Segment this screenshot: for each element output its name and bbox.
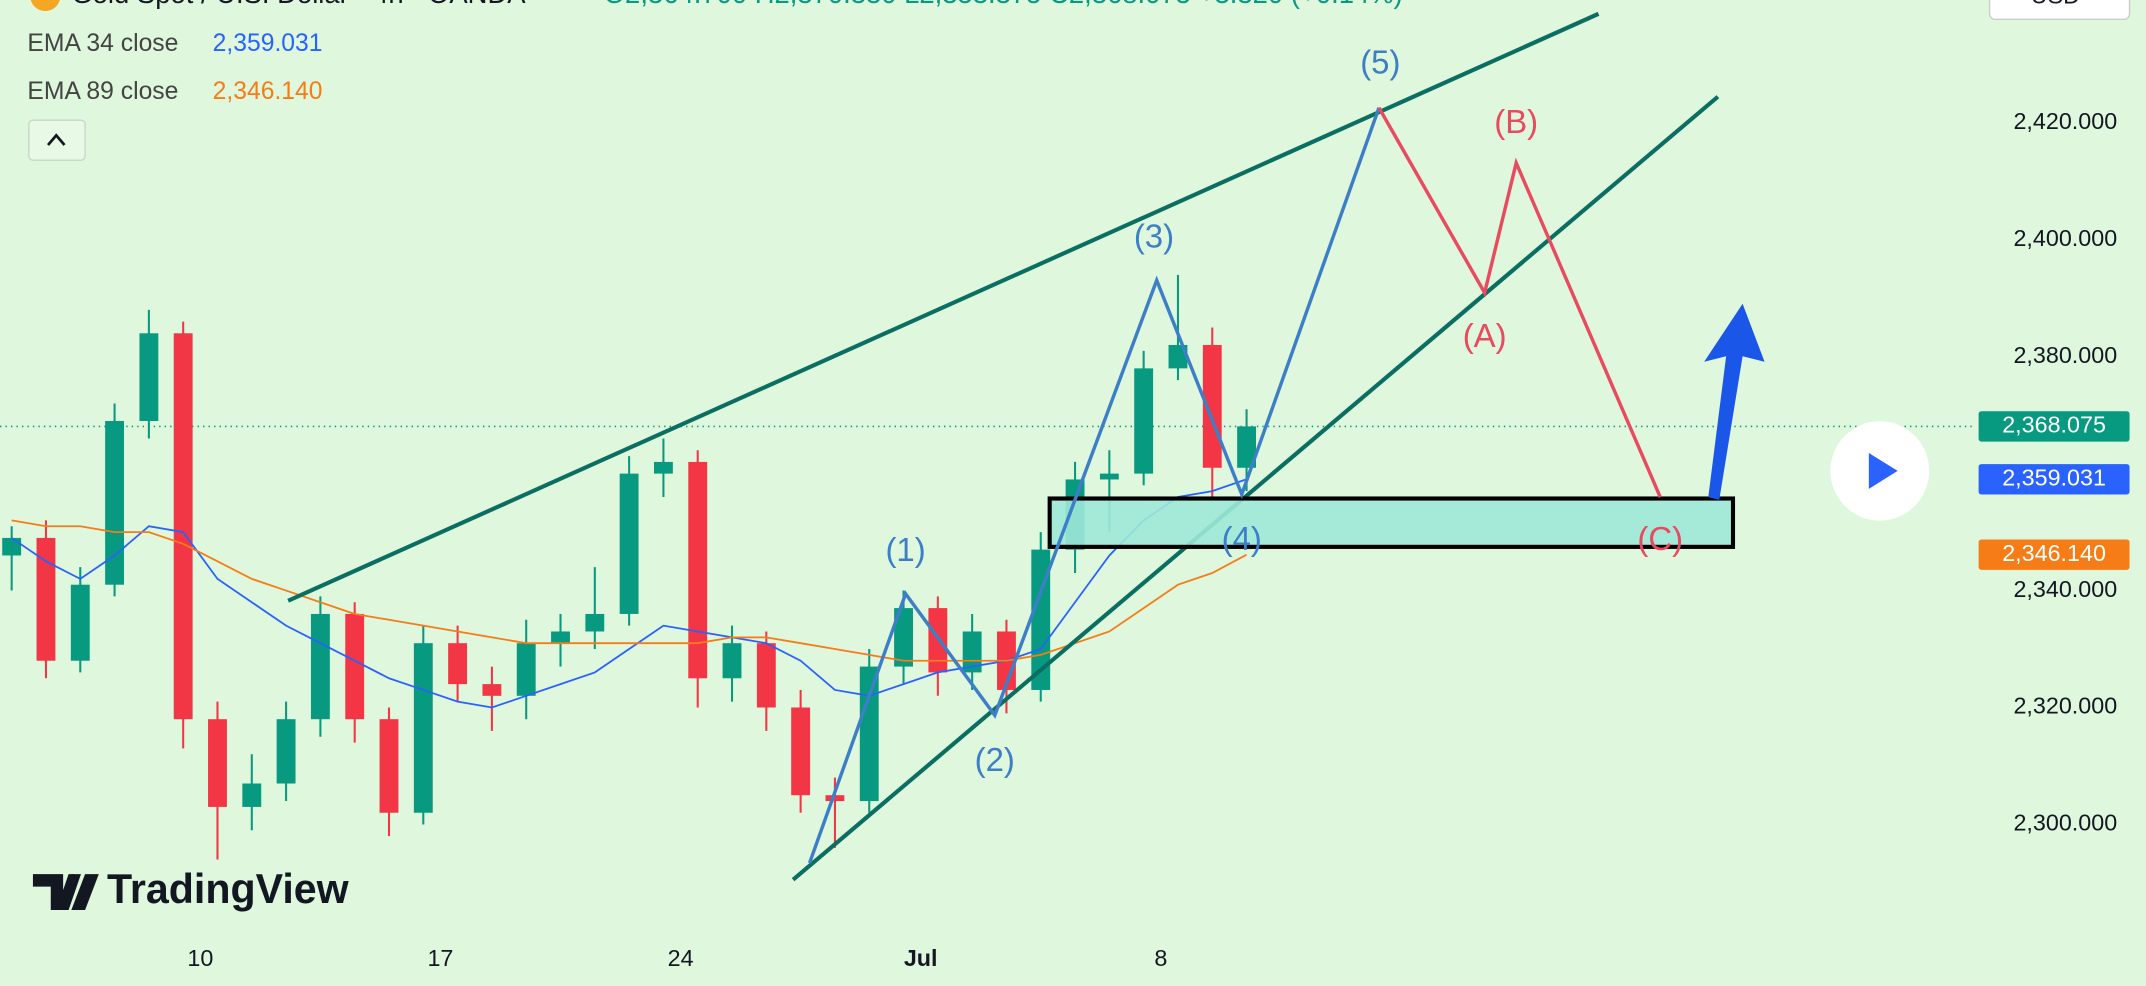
x-tick-label: 24 — [668, 945, 694, 971]
price-tag-label: 2,359.031 — [2002, 464, 2106, 490]
y-tick-label: 2,380.000 — [2013, 342, 2117, 368]
y-tick-label: 2,320.000 — [2013, 693, 2117, 719]
legend-entry: EMA 89 close — [27, 78, 178, 105]
candle-body — [653, 461, 673, 474]
support-zone — [1047, 496, 1736, 549]
legend-value: 2,346.140 — [213, 78, 323, 105]
corrective-wave — [1377, 106, 1662, 498]
price-tag — [1978, 464, 2130, 495]
trendline-lower — [791, 95, 1720, 882]
candle-body — [36, 537, 56, 661]
candle-body — [825, 795, 845, 802]
candle-body — [894, 608, 913, 667]
candle-body — [516, 643, 536, 696]
candle-body — [379, 719, 399, 813]
price-tag-label: 2,368.075 — [2002, 412, 2106, 438]
ema-line — [11, 478, 1247, 709]
candle-body — [1202, 344, 1222, 468]
candle-body — [105, 420, 125, 585]
candle-body — [551, 631, 570, 644]
play-button[interactable] — [1830, 421, 1930, 521]
wave-label: (2) — [975, 741, 1015, 778]
candle-body — [139, 333, 159, 421]
candle-body — [859, 666, 879, 802]
candle-body — [276, 719, 296, 784]
wave-label: (3) — [1134, 218, 1174, 255]
price-tag — [1978, 539, 2130, 570]
candle-body — [208, 719, 227, 807]
currency-button[interactable] — [1988, 0, 2131, 21]
wave-label: (1) — [885, 531, 925, 568]
y-tick-label: 2,340.000 — [2013, 576, 2117, 602]
candle-body — [585, 613, 605, 632]
candle-body — [1099, 473, 1119, 480]
candle-body — [791, 707, 811, 796]
wave-label: (5) — [1360, 44, 1400, 81]
ohlc-readout: O2,364.700 H2,370.330 L2,353.375 C2,368.… — [604, 0, 1403, 9]
currency-label: USD — [2031, 0, 2080, 8]
candle-body — [310, 613, 330, 720]
price-tag-label: 2,346.140 — [2002, 540, 2106, 566]
y-tick-label: 2,400.000 — [2013, 225, 2117, 251]
y-tick-label: 2,300.000 — [2013, 810, 2117, 836]
wave-label: (B) — [1494, 103, 1538, 140]
candle-body — [345, 613, 365, 720]
candle-body — [242, 783, 262, 807]
x-tick-label: 8 — [1154, 945, 1167, 971]
brand-name: TradingView — [107, 866, 350, 912]
candle-body — [722, 643, 742, 679]
price-tag — [1978, 411, 2130, 442]
impulse-wave — [807, 107, 1381, 864]
candle-body — [756, 643, 776, 708]
wave-label: (4) — [1222, 520, 1262, 557]
wave-label: (A) — [1463, 317, 1507, 354]
legend-entry: EMA 34 close — [27, 30, 178, 57]
candle-body — [619, 473, 639, 614]
x-tick-label: Jul — [904, 945, 938, 971]
candle-body — [173, 333, 193, 720]
candle-body — [70, 584, 90, 661]
chart-title: Gold Spot / U.S. Dollar · 4h · OANDA — [71, 0, 526, 9]
x-tick-label: 17 — [427, 945, 453, 971]
collapse-button[interactable] — [28, 119, 86, 161]
candle-body — [413, 643, 433, 813]
candle-body — [2, 537, 22, 556]
arrow-up — [1704, 303, 1765, 500]
candle-body — [1168, 344, 1188, 369]
legend-value: 2,359.031 — [213, 30, 323, 57]
brand-logo — [32, 874, 99, 911]
candle-body — [482, 684, 502, 696]
x-tick-label: 10 — [187, 945, 213, 971]
candle-body — [962, 631, 982, 673]
candle-body — [688, 461, 708, 679]
y-tick-label: 2,420.000 — [2013, 108, 2117, 134]
wave-label: (C) — [1637, 520, 1683, 557]
symbol-icon — [30, 0, 60, 12]
candle-body — [448, 643, 468, 685]
ema-line — [11, 519, 1247, 662]
candle-body — [1237, 426, 1257, 468]
candle-body — [1134, 368, 1154, 474]
